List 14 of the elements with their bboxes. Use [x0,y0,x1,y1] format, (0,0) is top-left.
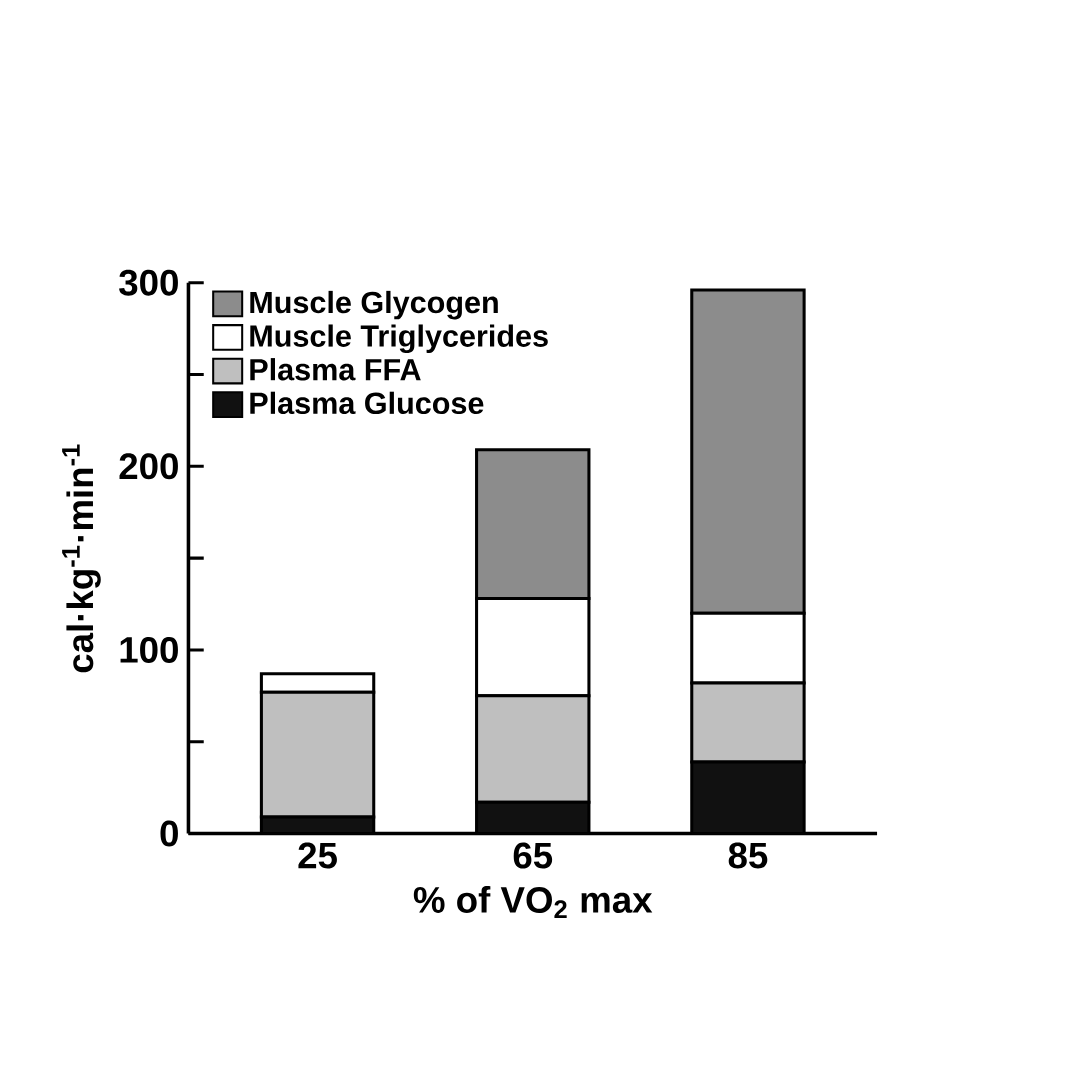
x-tick-label: 25 [298,842,337,869]
legend-label: Plasma Glucose [250,391,484,415]
bar [690,760,806,834]
legend-label: Muscle Glycogen [250,290,498,320]
legend-label: Plasma FFA [250,358,421,381]
legend-label: Muscle Triglycerides [250,324,548,354]
y-tick-label: 100 [120,636,178,663]
x-tick-label: 65 [513,842,553,869]
x-tick-label: 85 [728,842,768,869]
y-tick-label: 0 [160,820,178,847]
y-axis-title: cal·kg$^{-1}$·min$^{-1}$ [62,444,101,673]
y-tick-label: 300 [119,269,178,296]
y-tick-label: 200 [119,453,178,480]
x-axis-title: % of VO$_{2}$ max [413,886,653,919]
